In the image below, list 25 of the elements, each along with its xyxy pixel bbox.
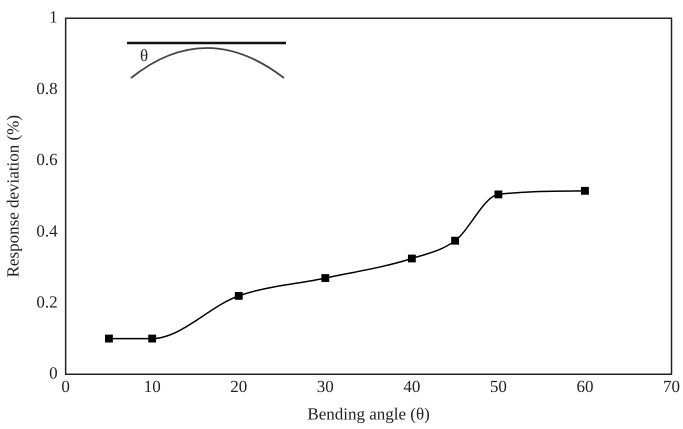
point xyxy=(321,274,330,282)
point xyxy=(408,254,416,262)
y-tick-label: 0.4 xyxy=(36,221,58,240)
annotation: θ xyxy=(140,46,148,66)
point xyxy=(451,236,460,245)
y-tick-label: 0.2 xyxy=(36,292,58,312)
y-tick-label: 0.8 xyxy=(36,78,58,98)
point xyxy=(148,334,156,343)
y-axis-title: Response deviation (%) xyxy=(4,114,23,278)
point xyxy=(581,186,589,195)
x-tick-label: 20 xyxy=(230,376,248,396)
x-tick-label: 10 xyxy=(144,376,161,396)
y-tick-label: 0.6 xyxy=(36,150,58,170)
x-tick-label: 50 xyxy=(490,376,507,396)
x-tick-label: 70 xyxy=(663,376,680,396)
point xyxy=(494,190,502,198)
y-tick-label: 0 xyxy=(49,364,58,383)
y-tick-label: 1 xyxy=(49,8,58,27)
point xyxy=(234,292,243,300)
x-tick-label: 40 xyxy=(403,376,420,396)
point xyxy=(104,334,113,343)
x-tick-label: 60 xyxy=(576,376,594,396)
x-tick-label: 0 xyxy=(61,376,70,396)
x-tick-label: 30 xyxy=(316,376,334,396)
x-axis-title: Bending angle (θ) xyxy=(307,404,430,424)
